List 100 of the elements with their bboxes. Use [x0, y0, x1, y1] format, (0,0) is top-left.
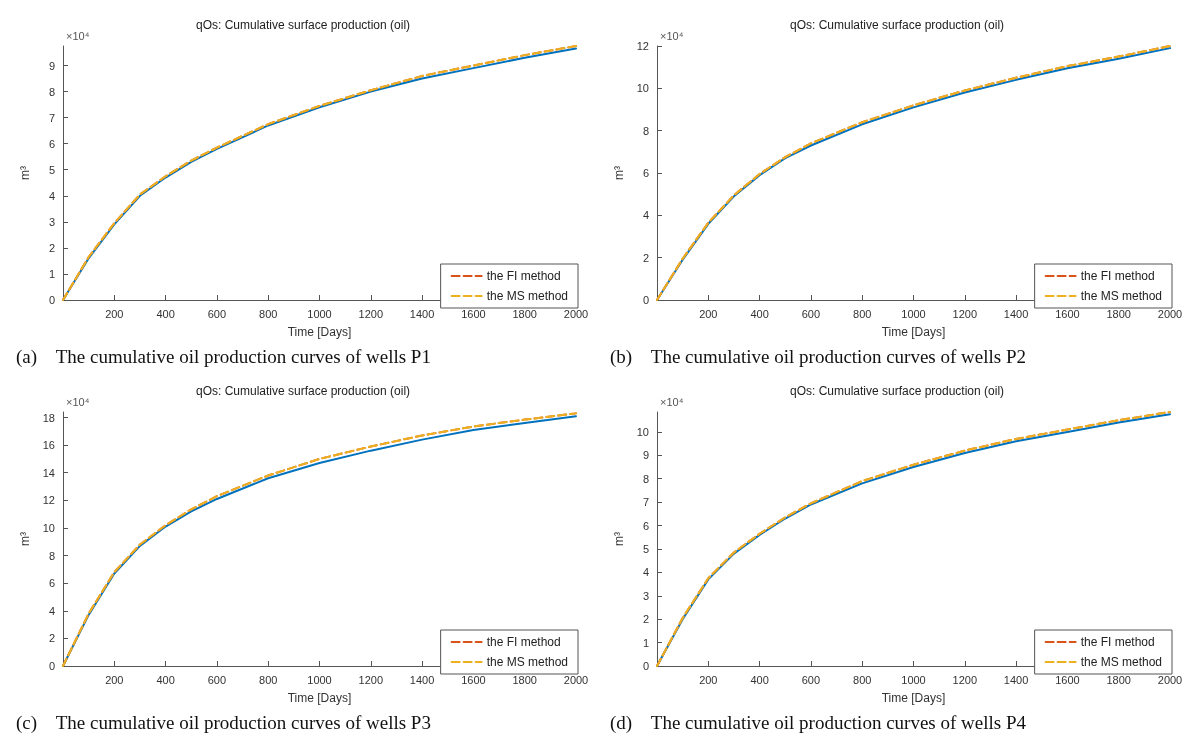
y-tick-label: 14	[42, 466, 55, 479]
x-tick-label: 1000	[307, 673, 332, 686]
legend-label: the MS method	[1080, 655, 1162, 669]
x-tick-label: 2000	[1157, 673, 1183, 686]
x-tick-label: 1000	[901, 673, 926, 686]
x-tick-label: 1200	[358, 307, 384, 320]
x-tick-label: 1800	[1106, 307, 1131, 320]
text: ×10⁴	[660, 395, 684, 408]
x-axis-title: Time [Days]	[881, 325, 946, 339]
y-tick-label: 8	[642, 124, 649, 137]
y-tick-label: 9	[48, 59, 55, 72]
y-tick-label: 4	[642, 566, 649, 579]
y-tick-label: 6	[642, 519, 649, 532]
y-tick-label: 12	[636, 40, 649, 52]
x-tick-label: 1400	[1003, 673, 1029, 686]
x-tick-label: 2000	[563, 307, 589, 320]
x-tick-label: 800	[853, 673, 872, 686]
legend-label: the MS method	[486, 655, 568, 669]
y-tick-label: 10	[636, 425, 649, 438]
x-tick-label: 200	[699, 673, 718, 686]
x-tick-label: 2000	[563, 673, 589, 686]
x-axis-title: Time [Days]	[287, 691, 352, 705]
x-tick-label: 400	[156, 307, 175, 320]
y-tick-label: 5	[48, 163, 55, 176]
y-tick-label: 9	[642, 449, 649, 462]
y-tick-label: 2	[48, 632, 55, 645]
y-axis-title: m³	[18, 166, 32, 180]
y-tick-label: 0	[48, 660, 55, 672]
y-tick-label: 6	[48, 577, 55, 590]
y-tick-label: 3	[642, 589, 649, 602]
legend-label: the FI method	[1080, 269, 1155, 283]
chart-title: qOs: Cumulative surface production (oil)	[789, 18, 1005, 32]
text: ×10⁴	[660, 29, 684, 42]
x-axis-title: Time [Days]	[287, 325, 352, 339]
x-tick-label: 2000	[1157, 307, 1183, 320]
y-tick-label: 4	[48, 189, 55, 202]
legend-label: the FI method	[486, 269, 561, 283]
y-tick-label: 10	[636, 82, 649, 95]
legend-label: the MS method	[486, 289, 568, 303]
x-tick-label: 1800	[512, 673, 537, 686]
x-tick-label: 1400	[1003, 307, 1029, 320]
y-tick-label: 7	[48, 111, 55, 124]
x-tick-label: 1600	[461, 673, 486, 686]
x-tick-label: 800	[853, 307, 872, 320]
x-tick-label: 800	[259, 307, 278, 320]
x-tick-label: 800	[259, 673, 278, 686]
x-tick-label: 1400	[409, 673, 435, 686]
x-tick-label: 1400	[409, 307, 435, 320]
x-tick-label: 400	[156, 673, 175, 686]
text: ×10⁴	[66, 29, 90, 42]
y-axis-title: m³	[612, 166, 626, 180]
y-tick-label: 8	[48, 549, 55, 562]
y-tick-label: 6	[48, 137, 55, 150]
chart-title: qOs: Cumulative surface production (oil)	[789, 384, 1005, 398]
y-tick-label: 3	[48, 215, 55, 228]
x-tick-label: 1200	[952, 307, 978, 320]
x-tick-label: 200	[105, 673, 124, 686]
x-tick-label: 600	[801, 673, 821, 686]
x-tick-label: 1000	[901, 307, 926, 320]
x-tick-label: 400	[750, 673, 769, 686]
x-tick-label: 1600	[1055, 673, 1080, 686]
x-tick-label: 1800	[512, 307, 537, 320]
x-tick-label: 1600	[461, 307, 486, 320]
y-tick-label: 4	[48, 604, 55, 617]
y-tick-label: 5	[642, 542, 649, 555]
y-tick-label: 2	[642, 251, 649, 264]
legend-label: the FI method	[1080, 635, 1155, 649]
y-tick-label: 18	[42, 411, 55, 424]
text: (d) The cumulative oil production curves of wells P4	[610, 712, 1027, 734]
y-axis-title: m³	[18, 532, 32, 546]
x-tick-label: 400	[750, 307, 769, 320]
y-tick-label: 0	[642, 660, 649, 672]
x-axis-title: Time [Days]	[881, 691, 946, 705]
y-tick-label: 4	[642, 209, 649, 222]
y-tick-label: 12	[42, 494, 55, 507]
x-tick-label: 200	[699, 307, 718, 320]
legend-label: the MS method	[1080, 289, 1162, 303]
x-tick-label: 600	[207, 307, 227, 320]
x-tick-label: 1600	[1055, 307, 1080, 320]
y-tick-label: 0	[642, 294, 649, 306]
text: (b) The cumulative oil production curves of wells P2	[610, 346, 1026, 368]
text: (a) The cumulative oil production curves of wells P1	[16, 346, 431, 368]
y-tick-label: 10	[42, 521, 55, 534]
y-tick-label: 8	[642, 472, 649, 485]
y-tick-label: 1	[48, 267, 55, 280]
x-tick-label: 200	[105, 307, 124, 320]
y-tick-label: 1	[642, 636, 649, 649]
y-tick-label: 7	[642, 496, 649, 509]
text: (c) The cumulative oil production curves of wells P3	[16, 712, 431, 734]
x-tick-label: 1200	[952, 673, 978, 686]
y-tick-label: 2	[48, 241, 55, 254]
x-tick-label: 600	[207, 673, 227, 686]
y-axis-title: m³	[612, 532, 626, 546]
chart-title: qOs: Cumulative surface production (oil)	[195, 18, 411, 32]
y-tick-label: 8	[48, 85, 55, 98]
text: ×10⁴	[66, 395, 90, 408]
legend-label: the FI method	[486, 635, 561, 649]
y-tick-label: 6	[642, 167, 649, 179]
x-tick-label: 1000	[307, 307, 332, 320]
x-tick-label: 1800	[1106, 673, 1131, 686]
